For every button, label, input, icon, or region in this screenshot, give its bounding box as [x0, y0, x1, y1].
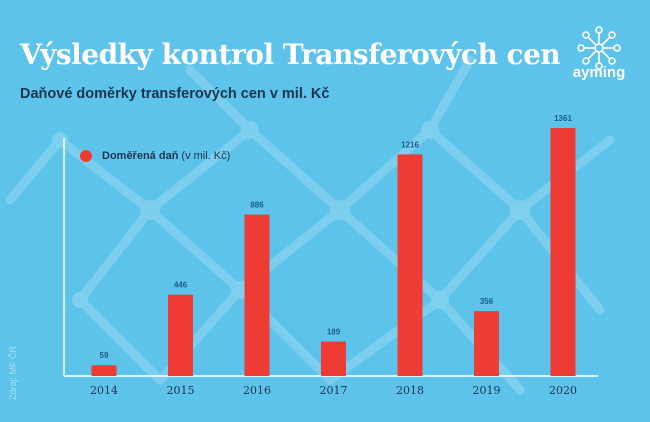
- x-tick-label-2019: 2019: [473, 384, 501, 397]
- data-label-2020: 1361: [554, 114, 572, 123]
- data-label-2018: 1216: [401, 140, 419, 149]
- page-title: Výsledky kontrol Transferových cen: [20, 38, 561, 71]
- legend-unit: (v mil. Kč): [181, 150, 231, 162]
- x-tick-label-2020: 2020: [549, 384, 577, 397]
- bar-2015: [168, 294, 193, 376]
- ayming-logo-icon: [577, 26, 621, 70]
- x-tick-label-2014: 2014: [90, 384, 118, 397]
- bar-2017: [321, 341, 346, 376]
- bar-2019: [474, 311, 499, 376]
- bar-2018: [397, 154, 423, 376]
- x-tick-label-2015: 2015: [167, 384, 195, 397]
- x-tick-label-2017: 2017: [320, 384, 348, 397]
- chart-legend: Doměřená daň (v mil. Kč): [80, 150, 230, 162]
- bar-2020: [550, 128, 576, 376]
- data-label-2015: 446: [174, 281, 188, 290]
- data-label-2014: 59: [100, 351, 109, 360]
- data-label-2016: 886: [250, 201, 264, 210]
- x-tick-label-2018: 2018: [396, 384, 424, 397]
- bar-2014: [91, 365, 117, 376]
- legend-swatch: [80, 150, 92, 162]
- logo-text: ayming: [572, 64, 626, 81]
- data-label-2017: 189: [327, 328, 341, 337]
- chart-subtitle: Daňové doměrky transferových cen v mil. …: [20, 86, 330, 102]
- bar-2016: [244, 214, 270, 376]
- legend-label: Doměřená daň: [102, 150, 179, 162]
- data-label-2019: 356: [480, 297, 494, 306]
- x-tick-label-2016: 2016: [243, 384, 271, 397]
